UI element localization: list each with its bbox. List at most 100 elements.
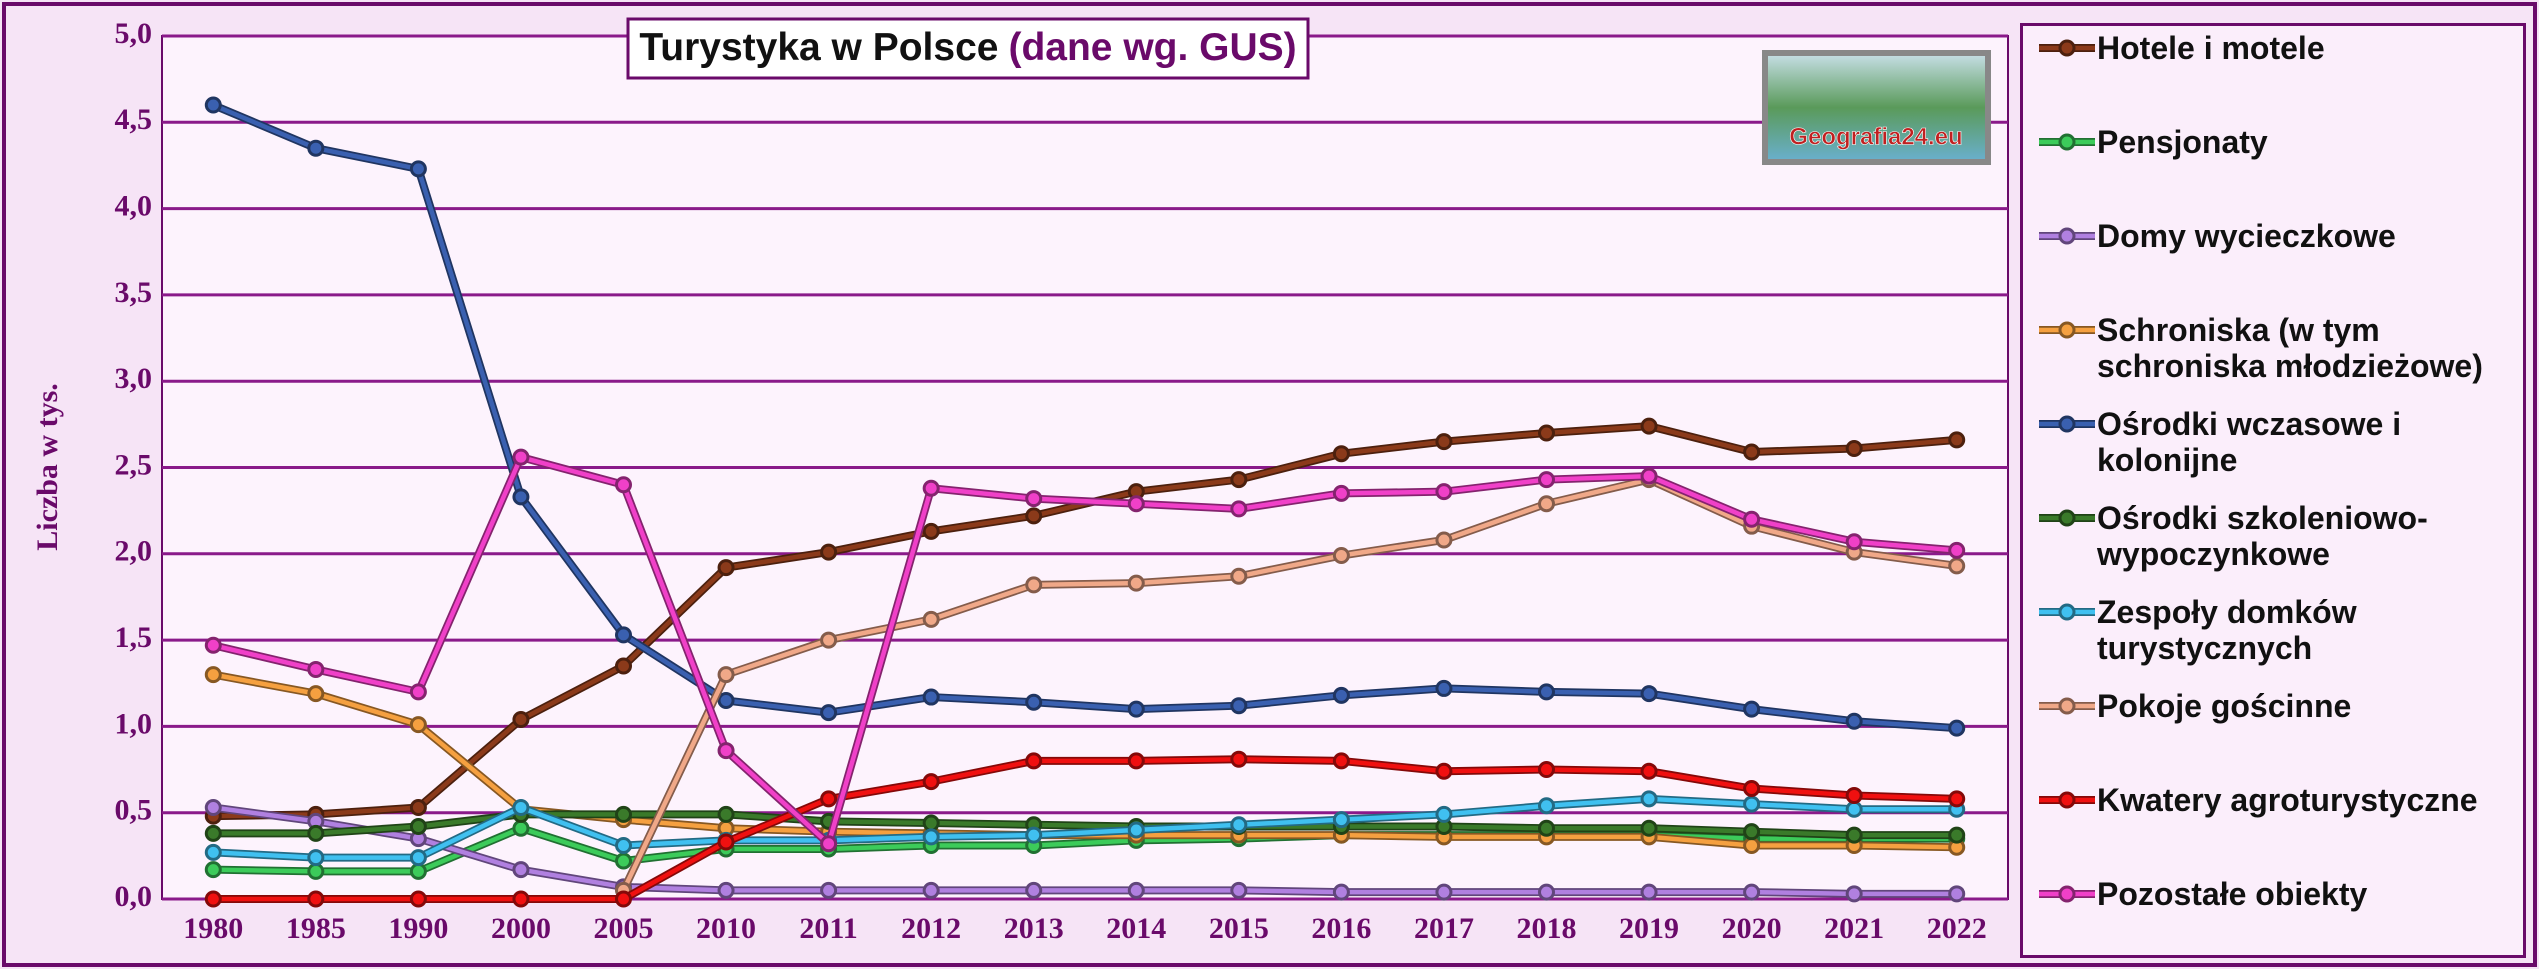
marker [1640,417,1658,435]
legend-item: Schroniska (w tym schroniska młodzieżowe… [2037,312,2517,384]
legend-label: Pokoje gościnne [2097,688,2352,724]
marker [717,805,735,823]
x-tick-label: 2021 [1824,912,1884,945]
marker [204,96,222,114]
legend-label: Hotele i motele [2097,30,2325,66]
marker [1230,567,1248,585]
marker [1025,490,1043,508]
marker [512,799,530,817]
marker [1845,826,1863,844]
marker [1230,816,1248,834]
lines [204,96,1966,908]
marker [922,773,940,791]
x-tick-label: 2015 [1209,912,1269,945]
marker [409,799,427,817]
marker [1332,484,1350,502]
line [213,756,1957,902]
marker [922,814,940,832]
x-tick-label: 1980 [183,912,243,945]
marker [717,692,735,710]
marker [409,716,427,734]
marker [820,881,838,899]
marker [1743,510,1761,528]
marker [1332,686,1350,704]
marker [204,799,222,817]
marker [307,139,325,157]
marker [922,688,940,706]
marker [1025,693,1043,711]
marker [1025,576,1043,594]
legend-item: Kwatery agroturystyczne [2037,782,2517,818]
marker [409,160,427,178]
x-tick-label: 2022 [1927,912,1987,945]
marker [1845,712,1863,730]
legend-item: Zespoły domków turystycznych [2037,594,2517,666]
legend-item: Domy wycieczkowe [2037,218,2517,254]
marker [409,818,427,836]
marker [1127,821,1145,839]
marker [717,833,735,851]
marker [1332,883,1350,901]
legend-label: Schroniska (w tym schroniska młodzieżowe… [2097,312,2483,384]
x-tick-label: 2013 [1004,912,1064,945]
y-tick-label: 0,5 [115,794,153,827]
x-tick-label: 2020 [1722,912,1782,945]
marker [512,488,530,506]
marker [820,704,838,722]
marker [204,636,222,654]
marker [1948,719,1966,737]
legend-item: Pokoje gościnne [2037,688,2517,724]
marker [512,890,530,908]
legend-swatch [2039,603,2095,621]
marker [1230,881,1248,899]
marker [1640,790,1658,808]
marker [512,448,530,466]
legend-swatch [2039,415,2095,433]
x-tick-label: 2017 [1414,912,1474,945]
swatch-marker [2058,133,2076,151]
legend-label: Ośrodki wczasowe i kolonijne [2097,406,2402,478]
marker [204,890,222,908]
marker [1230,500,1248,518]
marker [1845,786,1863,804]
marker [1025,507,1043,525]
marker [307,862,325,880]
marker [1230,750,1248,768]
marker [1538,761,1555,779]
x-tick-label: 2005 [594,912,654,945]
line [212,454,1957,847]
marker [1948,790,1966,808]
marker [1127,495,1145,513]
marker [922,610,940,628]
y-tick-label: 3,0 [115,362,153,395]
legend-swatch [2039,133,2095,151]
marker [512,819,530,837]
marker [1435,883,1453,901]
y-tick-label: 4,0 [115,189,153,222]
marker [1538,797,1555,815]
marker [204,861,222,879]
marker [1230,471,1248,489]
marker [307,849,325,867]
swatch-marker [2058,321,2076,339]
logo [1762,50,1991,165]
marker [1743,780,1761,798]
marker [204,824,222,842]
marker [1948,885,1966,903]
swatch-marker [2058,697,2076,715]
x-tick-label: 2010 [696,912,756,945]
marker [1538,819,1555,837]
legend-swatch [2039,509,2095,527]
legend-item: Pozostałe obiekty [2037,876,2517,912]
marker [615,657,632,675]
marker [1435,805,1453,823]
x-tick-label: 1990 [388,912,448,945]
swatch-marker [2058,509,2076,527]
marker [1743,823,1761,841]
y-tick-label: 1,0 [115,707,153,740]
marker [1538,495,1555,513]
logo-text: Geografia24.eu [1789,123,1962,150]
marker [1845,533,1863,551]
marker [1640,467,1658,485]
chart-title: Turystyka w Polsce (dane wg. GUS) [639,26,1296,69]
